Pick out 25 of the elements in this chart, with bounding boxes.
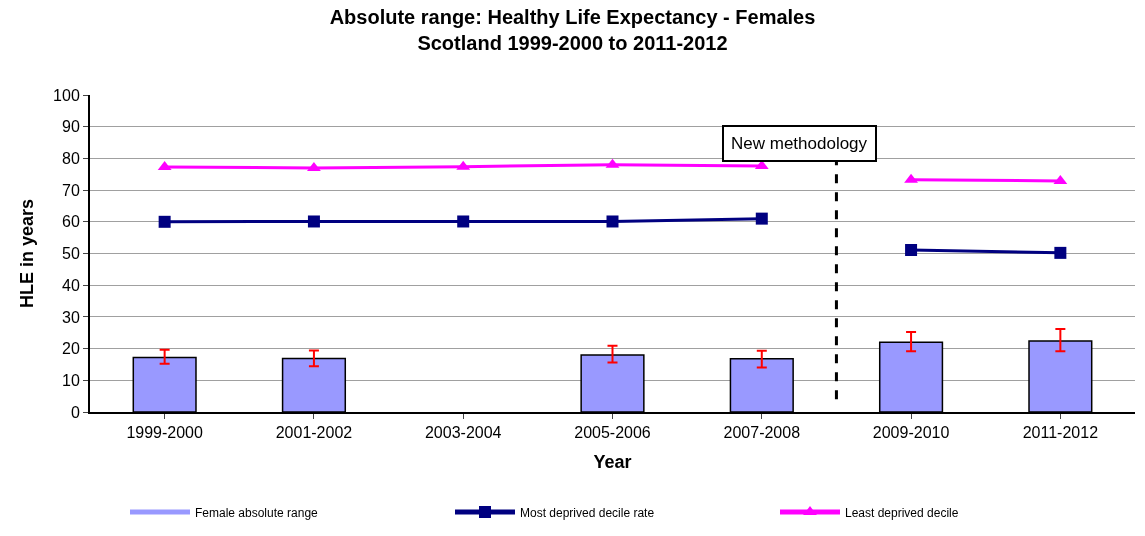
x-tick-label: 2011-2012 [1022,424,1099,442]
y-tick-label: 0 [70,403,80,421]
x-tick-label: 2005-2006 [574,424,651,442]
x-tick-label: 2003-2004 [424,424,502,442]
annotation: New methodology [731,134,868,153]
y-tick-label: 30 [62,308,80,326]
y-tick-label: 10 [62,371,80,389]
x-tick-label: 2007-2008 [723,424,801,442]
x-axis-title: Year [593,451,632,472]
y-tick-label: 50 [62,245,80,263]
legend-label: Least deprived decile [845,505,959,520]
legend-label: Most deprived decile rate [520,505,655,520]
x-tick-label: 1999-2000 [126,424,203,442]
y-axis-title: HLE in years [16,198,37,309]
y-tick-label: 100 [53,86,80,104]
legend-label: Female absolute range [195,505,319,520]
x-tick-label: 2009-2010 [872,424,950,442]
y-tick-label: 40 [62,276,80,294]
chart-title: Absolute range: Healthy Life Expectancy - Females Scotland 1999-2000 to 2011-2012 [329,6,816,55]
y-tick-label: 70 [62,181,80,199]
y-tick-label: 80 [62,150,80,167]
y-tick-label: 20 [62,340,80,358]
x-tick-label: 2001-2002 [275,424,353,442]
y-tick-label: 90 [62,118,80,136]
y-tick-label: 60 [62,213,80,231]
